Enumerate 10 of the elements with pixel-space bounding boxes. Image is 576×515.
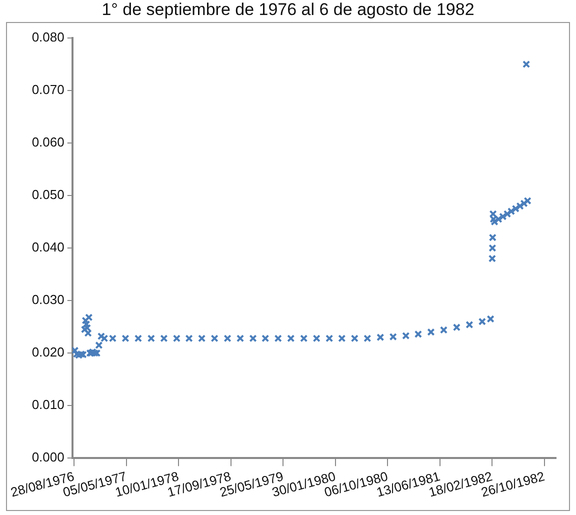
y-tick-label: 0.030 <box>32 292 64 308</box>
y-tick-label: 0.000 <box>32 450 64 465</box>
y-tick-label: 0.050 <box>32 187 64 202</box>
y-tick-label: 0.020 <box>32 344 64 360</box>
chart-title: 1° de septiembre de 1976 al 6 de agosto de 1982 <box>100 0 476 20</box>
y-tick-label: 0.080 <box>32 30 64 45</box>
y-tick-label: 0.010 <box>32 397 64 412</box>
y-tick-label: 0.060 <box>32 134 64 150</box>
y-tick-label: 0.070 <box>32 82 64 98</box>
y-tick-label: 0.040 <box>32 240 64 255</box>
